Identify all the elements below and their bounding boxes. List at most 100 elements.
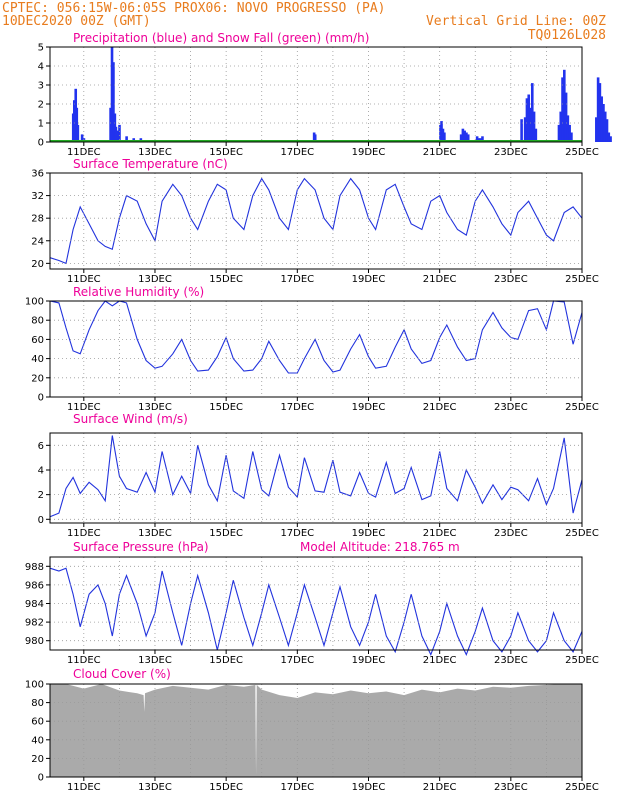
x-tick-label: 21DEC	[423, 147, 457, 158]
temperature-frame	[49, 172, 583, 270]
cloud-frame	[49, 683, 583, 778]
precip-bar	[532, 111, 536, 142]
pressure-annotation: Model Altitude: 218.765 m	[300, 540, 460, 554]
wind-title: Surface Wind (m/s)	[73, 412, 188, 426]
precip-bar	[475, 136, 479, 142]
y-tick-label: 24	[31, 236, 44, 247]
precip-bar	[443, 132, 446, 142]
precip-bar	[466, 134, 470, 142]
precip-bar	[525, 98, 529, 142]
x-tick-label: 15DEC	[209, 402, 243, 413]
precip-bar	[465, 132, 468, 142]
x-tick-label: 17DEC	[280, 655, 314, 666]
x-tick-label: 19DEC	[352, 147, 386, 158]
wind-line	[49, 435, 583, 518]
x-tick-label: 15DEC	[209, 274, 243, 285]
x-tick-label: 21DEC	[423, 274, 457, 285]
x-tick-label: 13DEC	[138, 655, 172, 666]
x-tick-label: 25DEC	[565, 528, 599, 539]
x-tick-label: 15DEC	[209, 147, 243, 158]
y-tick-label: 60	[31, 335, 44, 346]
x-tick-label: 21DEC	[423, 402, 457, 413]
precip-bar	[523, 117, 527, 142]
precip-bar	[109, 107, 112, 142]
y-tick-label: 4	[38, 62, 44, 73]
humidity-panel: Relative Humidity (%) 0 20 40 60 80 100 11DEC 13…	[25, 285, 599, 413]
x-tick-label: 17DEC	[280, 402, 314, 413]
x-tick-label: 13DEC	[138, 274, 172, 285]
precip-bar	[72, 100, 76, 142]
precip-bar	[596, 77, 600, 142]
precip-bar	[600, 96, 603, 142]
precip-bar	[461, 128, 465, 142]
pressure-panel: Surface Pressure (hPa) Model Altitude: 21…	[25, 540, 599, 666]
temperature-line	[49, 177, 583, 265]
y-tick-label: 36	[31, 169, 44, 180]
precip-bar	[570, 132, 573, 142]
precip-bar	[463, 130, 466, 142]
x-tick-label: 19DEC	[352, 274, 386, 285]
y-tick-label: 0	[38, 773, 44, 784]
y-tick-label: 984	[25, 599, 44, 610]
y-tick-label: 982	[25, 618, 44, 629]
precip-bar	[557, 124, 561, 142]
y-tick-label: 2	[38, 490, 44, 501]
x-tick-label: 25DEC	[565, 274, 599, 285]
precip-bar	[441, 128, 445, 142]
x-tick-label: 13DEC	[138, 782, 172, 793]
precip-bar	[440, 121, 443, 142]
precip-bar	[527, 94, 531, 142]
temperature-title: Surface Temperature (nC)	[73, 157, 228, 171]
y-tick-label: 980	[25, 636, 44, 647]
y-tick-label: 32	[31, 191, 44, 202]
x-tick-label: 23DEC	[494, 147, 528, 158]
y-tick-label: 20	[31, 373, 44, 384]
x-tick-label: 17DEC	[280, 274, 314, 285]
precip-bar	[602, 104, 605, 142]
x-tick-label: 25DEC	[565, 655, 599, 666]
y-tick-label: 40	[31, 735, 44, 746]
x-tick-label: 25DEC	[565, 782, 599, 793]
precip-bar	[564, 92, 568, 142]
y-tick-label: 986	[25, 580, 44, 591]
y-tick-label: 4	[38, 465, 44, 476]
x-tick-label: 13DEC	[138, 528, 172, 539]
precip-bar	[118, 124, 121, 142]
y-tick-label: 20	[31, 259, 44, 270]
x-tick-label: 13DEC	[138, 402, 172, 413]
temperature-panel: Surface Temperature (nC) 20 24 28 32 36 11DEC 1…	[31, 157, 599, 285]
precip-bar	[598, 83, 602, 142]
precip-bar	[566, 115, 570, 142]
precip-bar	[603, 111, 607, 142]
precip-bar	[313, 134, 317, 142]
x-tick-label: 23DEC	[494, 782, 528, 793]
y-tick-label: 1	[38, 119, 44, 130]
x-tick-label: 15DEC	[209, 782, 243, 793]
precip-bar	[563, 69, 566, 142]
y-tick-label: 988	[25, 562, 44, 573]
y-tick-label: 28	[31, 214, 44, 225]
cloud-title: Cloud Cover (%)	[73, 667, 171, 681]
x-tick-label: 17DEC	[280, 782, 314, 793]
wind-panel: Surface Wind (m/s) 0 2 4 6 11DEC 13DEC 15DEC 17D…	[38, 412, 599, 539]
precip-bar	[114, 126, 118, 142]
y-tick-label: 5	[38, 43, 44, 54]
precip-bar	[559, 111, 563, 142]
y-tick-label: 80	[31, 698, 44, 709]
x-tick-label: 11DEC	[67, 274, 101, 285]
precip-title: Precipitation (blue) and Snow Fall (gree…	[73, 31, 369, 45]
header-grid-note: Vertical Grid Line: 00Z	[426, 14, 606, 29]
x-tick-label: 19DEC	[352, 782, 386, 793]
precip-panel: Precipitation (blue) and Snow Fall (gree…	[38, 31, 612, 158]
x-tick-label: 15DEC	[209, 528, 243, 539]
pressure-title: Surface Pressure (hPa)	[73, 540, 209, 554]
x-tick-label: 21DEC	[423, 655, 457, 666]
x-tick-label: 23DEC	[494, 655, 528, 666]
header-model-id: TQ0126L028	[528, 28, 606, 43]
x-tick-label: 23DEC	[494, 274, 528, 285]
precip-bar	[125, 136, 128, 142]
humidity-title: Relative Humidity (%)	[73, 285, 204, 299]
y-tick-label: 3	[38, 81, 44, 92]
y-tick-label: 2	[38, 100, 44, 111]
precip-bar	[112, 62, 115, 143]
